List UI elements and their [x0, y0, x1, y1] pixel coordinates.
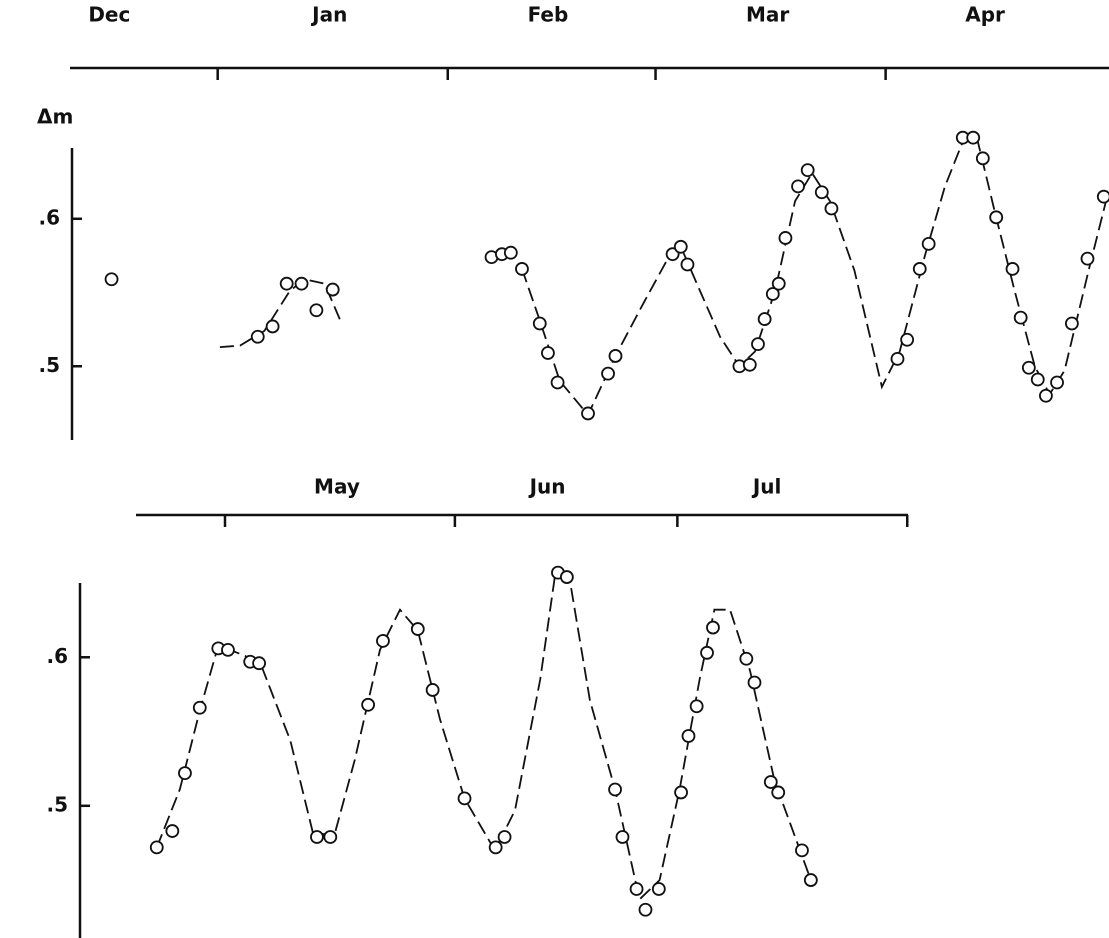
- data-point: [515, 262, 529, 276]
- data-point: [651, 882, 666, 896]
- month-label: Mar: [746, 3, 789, 27]
- data-point: [1080, 251, 1095, 266]
- data-point: [638, 902, 653, 917]
- data-point: [989, 210, 1004, 225]
- month-label: Jul: [751, 475, 782, 499]
- data-point: [601, 366, 615, 381]
- y-tick-label: .5: [38, 353, 60, 377]
- data-point: [497, 830, 512, 844]
- data-point: [457, 791, 472, 806]
- data-point: [1064, 316, 1079, 331]
- month-label: Apr: [965, 3, 1005, 27]
- data-point: [673, 239, 688, 254]
- data-point: [252, 656, 267, 671]
- data-point: [966, 130, 981, 145]
- data-point: [323, 830, 338, 844]
- data-point: [265, 319, 280, 334]
- data-point: [541, 346, 555, 360]
- data-point: [608, 349, 623, 363]
- data-point: [425, 683, 440, 697]
- data-point: [615, 830, 630, 844]
- data-point: [912, 262, 927, 276]
- data-point: [1013, 310, 1028, 325]
- data-point: [532, 316, 547, 331]
- data-point: [747, 675, 762, 690]
- month-label: Jun: [528, 475, 566, 499]
- data-point: [608, 782, 622, 797]
- data-point: [757, 312, 772, 326]
- data-point: [149, 840, 164, 855]
- data-point: [376, 634, 390, 648]
- data-point: [921, 236, 936, 251]
- data-point: [791, 179, 805, 194]
- data-point: [503, 245, 518, 260]
- data-point: [706, 620, 720, 635]
- data-point: [751, 337, 765, 352]
- fit-curve: [219, 135, 1109, 417]
- data-point: [681, 729, 696, 743]
- data-point: [975, 151, 990, 166]
- data-point: [674, 785, 688, 800]
- data-point: [192, 700, 207, 715]
- data-point: [742, 357, 757, 372]
- data-point: [1005, 262, 1020, 276]
- data-point: [279, 276, 294, 291]
- data-point: [178, 766, 192, 781]
- data-point: [488, 840, 503, 855]
- data-point: [221, 642, 235, 657]
- data-point: [309, 303, 324, 318]
- month-label: Feb: [528, 3, 569, 27]
- data-point: [1050, 375, 1064, 390]
- data-point: [680, 257, 695, 272]
- data-point: [104, 272, 119, 287]
- data-point: [410, 622, 425, 636]
- data-point: [900, 332, 915, 347]
- data-point: [890, 351, 905, 366]
- data-point: [165, 824, 180, 838]
- data-point: [771, 276, 786, 291]
- y-tick-label: .6: [38, 205, 60, 229]
- data-point: [294, 276, 309, 291]
- data-point: [1039, 388, 1053, 403]
- data-point: [800, 163, 815, 178]
- data-point: [1030, 372, 1045, 387]
- data-point: [763, 775, 778, 789]
- data-point: [1021, 360, 1036, 375]
- data-point: [550, 375, 565, 390]
- data-point: [689, 699, 704, 714]
- data-point: [581, 406, 595, 421]
- month-label: May: [314, 475, 360, 499]
- month-label: Dec: [88, 3, 130, 27]
- data-point: [325, 282, 340, 297]
- data-point: [739, 651, 754, 666]
- data-point: [824, 201, 839, 216]
- data-point: [700, 645, 714, 660]
- data-point: [1096, 189, 1109, 204]
- data-point: [803, 873, 818, 887]
- data-point: [795, 843, 809, 858]
- data-point: [559, 570, 574, 584]
- data-point: [771, 785, 786, 800]
- data-point: [250, 329, 265, 344]
- month-label: Jan: [310, 3, 347, 27]
- y-tick-label: .5: [46, 792, 68, 816]
- y-tick-label: .6: [46, 644, 68, 668]
- data-point: [765, 287, 780, 301]
- data-point: [778, 231, 793, 245]
- data-point: [814, 185, 829, 200]
- data-point: [310, 830, 324, 844]
- data-point: [629, 882, 644, 896]
- data-point: [361, 697, 376, 712]
- y-axis-label: Δm: [37, 105, 73, 129]
